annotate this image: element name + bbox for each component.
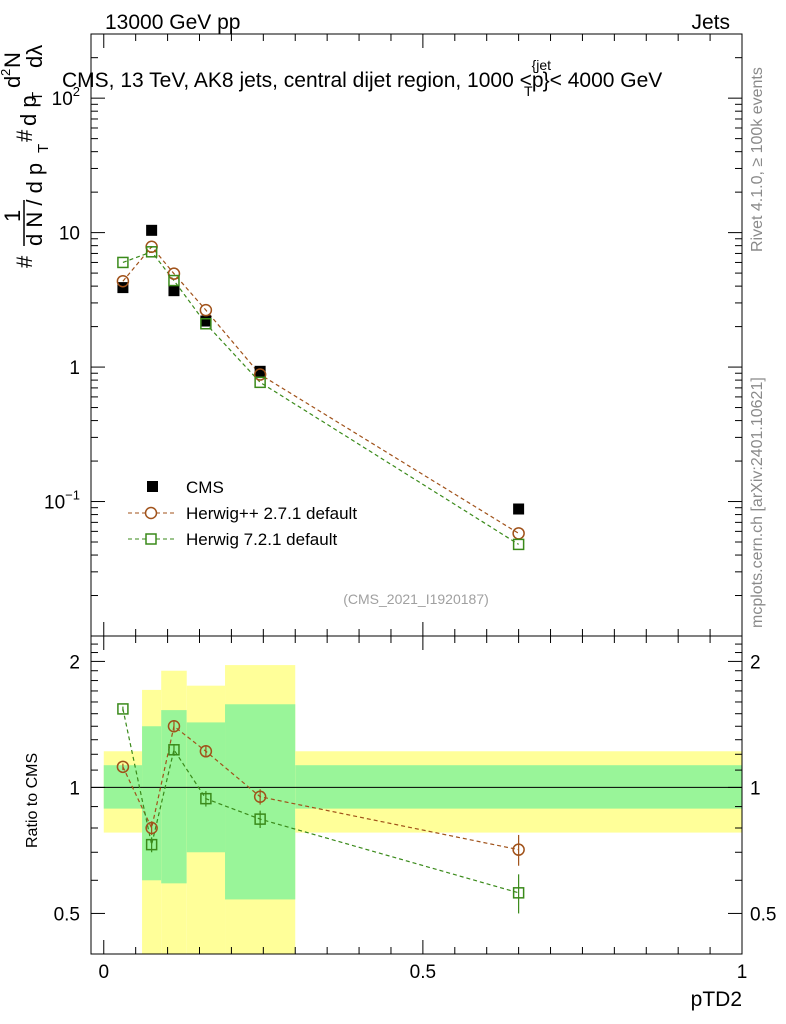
x-tick-label-0: 0 xyxy=(98,962,109,983)
y-label-sub-t2: T xyxy=(29,92,46,101)
analysis-watermark: (CMS_2021_I1920187) xyxy=(343,591,489,607)
y-label-hash-1: # xyxy=(12,255,37,268)
y-label-dpt: d p xyxy=(16,95,41,126)
ratio-point-herwig-7-2-1-default-0 xyxy=(117,703,129,715)
ratio-point-herwig-7-2-1-default-3 xyxy=(200,792,212,805)
ratio-point-herwig-2-7-1-default-0 xyxy=(116,760,130,774)
point-herwig-7-2-1-default-5 xyxy=(512,538,525,551)
ratio-point-herwig-2-7-1-default-1 xyxy=(145,821,158,835)
y-label-hash-2: # xyxy=(12,129,37,142)
legend-marker-herwig7 xyxy=(145,533,157,545)
legend-label-cms: CMS xyxy=(186,478,224,497)
legend-label-herwig7: Herwig 7.2.1 default xyxy=(186,530,337,549)
y-label-dn-dpt: d N / d p xyxy=(22,163,47,246)
legend-marker-herwigpp xyxy=(144,506,158,520)
y-tick-label-ratio-left-2: 2 xyxy=(69,652,80,673)
y-label-dlambda: dλ xyxy=(22,45,47,68)
point-herwig-7-2-1-default-0 xyxy=(117,256,129,269)
ratio-point-herwig-2-7-1-default-4 xyxy=(253,790,267,803)
header-right: Jets xyxy=(691,11,730,34)
legend-label-herwigpp: Herwig++ 2.7.1 default xyxy=(186,504,357,523)
y-tick-label-ratio-left-0: 0.5 xyxy=(54,904,80,925)
point-herwig-7-2-1-default-2 xyxy=(168,274,180,287)
stat-band-2 xyxy=(161,710,187,884)
legend: CMS Herwig++ 2.7.1 default Herwig 7.2.1 … xyxy=(128,478,357,549)
ratio-point-herwig-7-2-1-default-5 xyxy=(512,887,525,899)
y-tick-label-ratio-right-0: 0.5 xyxy=(750,904,776,925)
y-label-n: N xyxy=(0,52,25,68)
main-panel: 10−1 1 10 102 xyxy=(44,33,743,637)
point-cms-4 xyxy=(254,365,266,377)
ratio-frame xyxy=(90,635,743,955)
point-herwig-2-7-1-default-3 xyxy=(199,303,213,317)
ratio-line-herwig-7-2-1-default xyxy=(122,708,519,894)
ratio-point-herwig-2-7-1-default-5 xyxy=(512,843,525,856)
point-herwig-7-2-1-default-4 xyxy=(254,376,266,389)
y-tick-label-main-1: 1 xyxy=(69,358,80,379)
ratio-panel: 0.5 0.5 1 1 2 2 xyxy=(54,635,776,955)
ratio-point-herwig-7-2-1-default-2 xyxy=(168,744,180,756)
stat-band-5 xyxy=(295,765,742,809)
ratio-point-herwig-2-7-1-default-2 xyxy=(167,720,181,733)
point-herwig-2-7-1-default-4 xyxy=(253,368,267,381)
side-label-bottom: mcplots.cern.ch [arXiv:2401.10621] xyxy=(749,377,766,628)
y-tick-label-main-3: 102 xyxy=(52,84,80,110)
chart-title: CMS, 13 TeV, AK8 jets, central dijet reg… xyxy=(62,57,662,99)
series-line-herwig-2-7-1-default xyxy=(122,245,519,534)
legend-marker-cms xyxy=(147,481,158,492)
y-label-d2: d xyxy=(0,76,25,88)
point-cms-1 xyxy=(146,224,158,236)
point-herwig-7-2-1-default-1 xyxy=(145,246,158,258)
side-label-top: Rivet 4.1.0, ≥ 100k events xyxy=(749,67,766,252)
y-tick-label-ratio-right-2: 2 xyxy=(750,652,761,673)
y-label-exp: 2 xyxy=(0,69,13,76)
y-label-sub-t1: T xyxy=(35,144,52,153)
point-herwig-2-7-1-default-5 xyxy=(512,527,525,540)
point-cms-2 xyxy=(168,285,180,297)
ratio-y-label: Ratio to CMS xyxy=(24,753,41,848)
ratio-point-herwig-7-2-1-default-4 xyxy=(254,813,266,825)
ratio-point-herwig-2-7-1-default-3 xyxy=(199,745,213,758)
point-herwig-2-7-1-default-0 xyxy=(116,274,130,288)
y-tick-label-main-2: 10 xyxy=(59,224,80,245)
ratio-point-herwig-7-2-1-default-1 xyxy=(145,838,158,851)
x-axis-label: pTD2 xyxy=(691,988,742,1011)
point-cms-5 xyxy=(513,503,525,515)
point-cms-0 xyxy=(117,282,129,294)
y-label-one: 1 xyxy=(0,210,25,222)
y-tick-label-main-0: 10−1 xyxy=(44,488,80,514)
point-herwig-2-7-1-default-2 xyxy=(167,267,181,280)
y-axis-label: # 1 d N / d p T # d p T d 2 N dλ xyxy=(0,45,52,268)
header-left: 13000 GeV pp xyxy=(105,11,240,34)
stat-band-1 xyxy=(142,726,162,881)
ratio-line-herwig-2-7-1-default xyxy=(122,725,519,851)
y-tick-label-ratio-left-1: 1 xyxy=(69,778,80,799)
point-cms-3 xyxy=(200,315,212,327)
point-herwig-7-2-1-default-3 xyxy=(200,318,212,330)
series-line-herwig-7-2-1-default xyxy=(122,251,519,545)
y-tick-label-ratio-right-1: 1 xyxy=(750,778,761,799)
x-tick-label-2: 1 xyxy=(737,962,748,983)
x-tick-label-1: 0.5 xyxy=(410,962,436,983)
